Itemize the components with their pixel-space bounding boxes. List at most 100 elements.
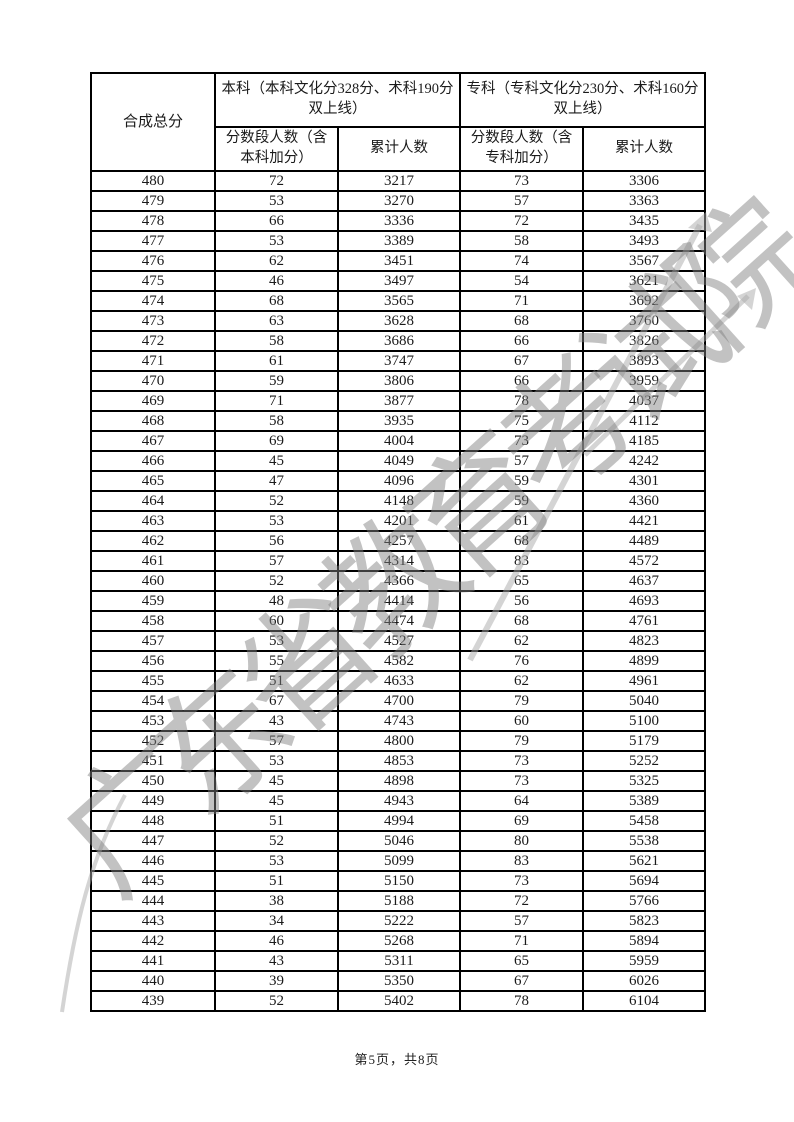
table-cell: 4961: [582, 670, 706, 692]
table-cell: 478: [90, 210, 216, 232]
table-cell: 4693: [582, 590, 706, 612]
table-cell: 4633: [337, 670, 461, 692]
table-cell: 66: [459, 330, 584, 352]
table-cell: 5350: [337, 970, 461, 992]
table-cell: 5402: [337, 990, 461, 1012]
table-cell: 5099: [337, 850, 461, 872]
table-row: 471 61 3747 67 3893: [90, 350, 706, 372]
table-cell: 5046: [337, 830, 461, 852]
table-row: 458 60 4474 68 4761: [90, 610, 706, 632]
table-cell: 83: [459, 550, 584, 572]
table-cell: 3877: [337, 390, 461, 412]
table-cell: 71: [214, 390, 339, 412]
table-cell: 59: [214, 370, 339, 392]
table-cell: 3760: [582, 310, 706, 332]
header-zhuanke-segment-count: 分数段人数（含专科加分）: [459, 126, 584, 172]
table-row: 469 71 3877 78 4037: [90, 390, 706, 412]
table-row: 450 45 4898 73 5325: [90, 770, 706, 792]
table-cell: 79: [459, 730, 584, 752]
table-cell: 3628: [337, 310, 461, 332]
table-cell: 66: [459, 370, 584, 392]
table-row: 451 53 4853 73 5252: [90, 750, 706, 772]
table-row: 477 53 3389 58 3493: [90, 230, 706, 252]
table-row: 478 66 3336 72 3435: [90, 210, 706, 232]
table-cell: 4421: [582, 510, 706, 532]
table-cell: 442: [90, 930, 216, 952]
table-cell: 47: [214, 470, 339, 492]
table-cell: 59: [459, 490, 584, 512]
table-cell: 4572: [582, 550, 706, 572]
table-cell: 452: [90, 730, 216, 752]
table-cell: 54: [459, 270, 584, 292]
table-cell: 51: [214, 670, 339, 692]
table-row: 443 34 5222 57 5823: [90, 910, 706, 932]
table-cell: 73: [459, 770, 584, 792]
table-cell: 78: [459, 990, 584, 1012]
table-cell: 60: [214, 610, 339, 632]
table-cell: 52: [214, 570, 339, 592]
table-cell: 453: [90, 710, 216, 732]
table-cell: 3565: [337, 290, 461, 312]
table-row: 440 39 5350 67 6026: [90, 970, 706, 992]
table-cell: 57: [459, 190, 584, 212]
table-cell: 471: [90, 350, 216, 372]
table-cell: 440: [90, 970, 216, 992]
table-cell: 5311: [337, 950, 461, 972]
table-cell: 73: [459, 170, 584, 192]
table-cell: 59: [459, 470, 584, 492]
table-cell: 3747: [337, 350, 461, 372]
table-cell: 72: [459, 210, 584, 232]
table-cell: 6104: [582, 990, 706, 1012]
table-cell: 467: [90, 430, 216, 452]
table-cell: 53: [214, 230, 339, 252]
table-cell: 457: [90, 630, 216, 652]
table-cell: 4301: [582, 470, 706, 492]
table-cell: 5222: [337, 910, 461, 932]
table-cell: 5150: [337, 870, 461, 892]
table-cell: 53: [214, 750, 339, 772]
table-cell: 455: [90, 670, 216, 692]
table-cell: 71: [459, 930, 584, 952]
table-cell: 4700: [337, 690, 461, 712]
table-cell: 5766: [582, 890, 706, 912]
table-row: 462 56 4257 68 4489: [90, 530, 706, 552]
table-cell: 83: [459, 850, 584, 872]
table-cell: 78: [459, 390, 584, 412]
table-cell: 3435: [582, 210, 706, 232]
table-cell: 4527: [337, 630, 461, 652]
table-row: 460 52 4366 65 4637: [90, 570, 706, 592]
table-cell: 53: [214, 850, 339, 872]
table-cell: 465: [90, 470, 216, 492]
table-cell: 3306: [582, 170, 706, 192]
table-cell: 69: [214, 430, 339, 452]
table-cell: 65: [459, 570, 584, 592]
table-cell: 38: [214, 890, 339, 912]
table-cell: 445: [90, 870, 216, 892]
table-cell: 72: [214, 170, 339, 192]
table-row: 470 59 3806 66 3959: [90, 370, 706, 392]
table-cell: 3493: [582, 230, 706, 252]
table-cell: 73: [459, 750, 584, 772]
table-cell: 62: [214, 250, 339, 272]
table-cell: 45: [214, 450, 339, 472]
table-cell: 61: [459, 510, 584, 532]
table-row: 455 51 4633 62 4961: [90, 670, 706, 692]
table-cell: 80: [459, 830, 584, 852]
table-cell: 451: [90, 750, 216, 772]
table-cell: 60: [459, 710, 584, 732]
table-cell: 4743: [337, 710, 461, 732]
table-cell: 46: [214, 270, 339, 292]
table-cell: 68: [459, 610, 584, 632]
table-row: 463 53 4201 61 4421: [90, 510, 706, 532]
table-cell: 69: [459, 810, 584, 832]
table-row: 453 43 4743 60 5100: [90, 710, 706, 732]
table-cell: 3959: [582, 370, 706, 392]
table-cell: 79: [459, 690, 584, 712]
table-cell: 450: [90, 770, 216, 792]
table-cell: 3692: [582, 290, 706, 312]
table-cell: 4185: [582, 430, 706, 452]
table-cell: 52: [214, 990, 339, 1012]
table-row: 459 48 4414 56 4693: [90, 590, 706, 612]
table-cell: 3389: [337, 230, 461, 252]
table-cell: 67: [459, 970, 584, 992]
